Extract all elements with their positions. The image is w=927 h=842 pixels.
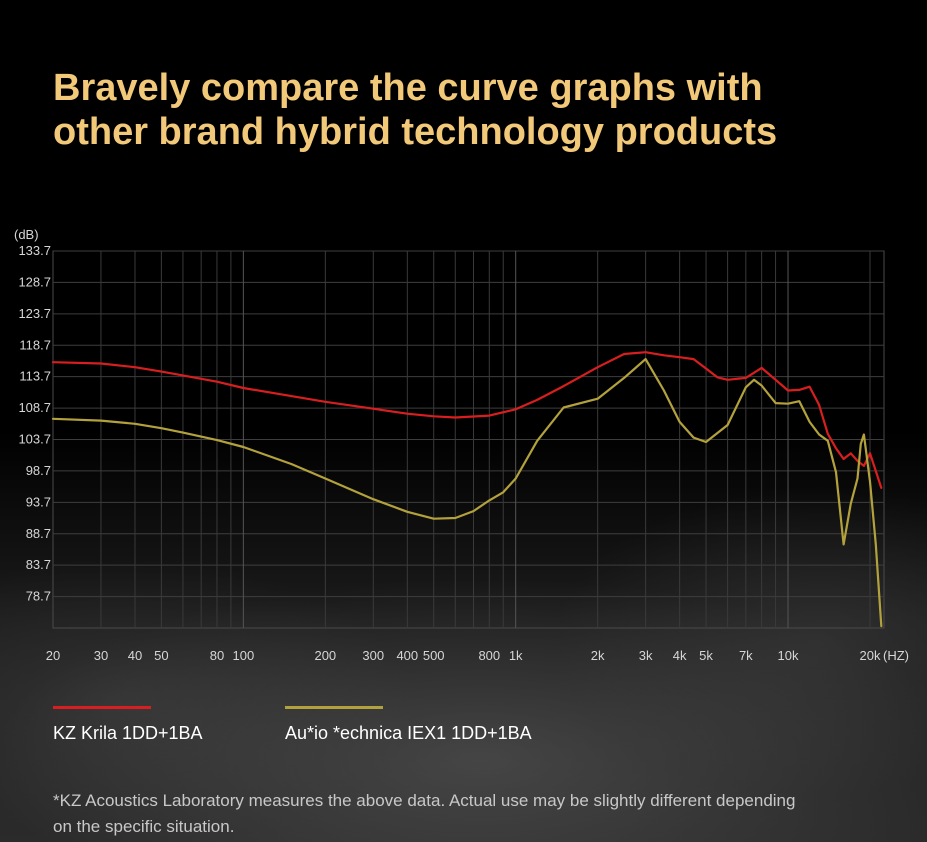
x-tick-label: 30 — [94, 648, 108, 663]
x-tick-label: 5k — [699, 648, 713, 663]
x-tick-label: 1k — [509, 648, 523, 663]
x-tick-label: 20k — [860, 648, 881, 663]
legend-swatch-red — [53, 706, 151, 709]
x-tick-label: 10k — [778, 648, 799, 663]
legend-item-kz-krila: KZ Krila 1DD+1BA — [53, 706, 203, 744]
legend-label: KZ Krila 1DD+1BA — [53, 723, 203, 743]
legend-swatch-olive — [285, 706, 383, 709]
x-tick-label: 80 — [210, 648, 224, 663]
headline-line-1: Bravely compare the curve graphs with — [53, 67, 763, 109]
y-tick-label: 118.7 — [19, 337, 51, 352]
x-tick-label: 500 — [423, 648, 445, 663]
y-tick-label: 123.7 — [18, 306, 51, 321]
y-tick-label: 103.7 — [18, 432, 51, 447]
y-axis-label: (dB) — [14, 227, 39, 242]
y-tick-label: 98.7 — [26, 463, 51, 478]
x-tick-label: 400 — [396, 648, 418, 663]
x-tick-label: 800 — [478, 648, 500, 663]
legend-item-iex1: Au*io *echnica IEX1 1DD+1BA — [285, 706, 532, 744]
x-tick-label: 7k — [739, 648, 753, 663]
x-tick-label: 200 — [314, 648, 336, 663]
x-axis-label: (HZ) — [883, 648, 909, 663]
measurement-footnote: *KZ Acoustics Laboratory measures the ab… — [53, 788, 913, 840]
series-line-1 — [51, 358, 883, 628]
page-headline: Bravely compare the curve graphs with ot… — [53, 66, 913, 154]
x-tick-label: 40 — [128, 648, 142, 663]
y-tick-label: 133.7 — [18, 243, 51, 258]
x-tick-label: 4k — [673, 648, 687, 663]
series-line-0 — [51, 351, 883, 489]
footnote-line-1: *KZ Acoustics Laboratory measures the ab… — [53, 791, 796, 810]
x-tick-label: 20 — [46, 648, 60, 663]
x-tick-label: 2k — [591, 648, 605, 663]
x-tick-label: 300 — [362, 648, 384, 663]
headline-line-2: other brand hybrid technology products — [53, 111, 778, 153]
legend-label: Au*io *echnica IEX1 1DD+1BA — [285, 723, 532, 743]
x-tick-label: 50 — [154, 648, 168, 663]
x-tick-label: 100 — [233, 648, 255, 663]
footnote-line-2: on the specific situation. — [53, 817, 235, 836]
y-tick-label: 93.7 — [26, 494, 51, 509]
y-tick-label: 113.7 — [19, 369, 51, 384]
y-tick-label: 88.7 — [26, 526, 51, 541]
y-tick-label: 128.7 — [18, 274, 51, 289]
y-tick-label: 78.7 — [26, 589, 51, 604]
y-tick-label: 108.7 — [18, 400, 51, 415]
y-tick-label: 83.7 — [26, 557, 51, 572]
x-tick-label: 3k — [639, 648, 653, 663]
